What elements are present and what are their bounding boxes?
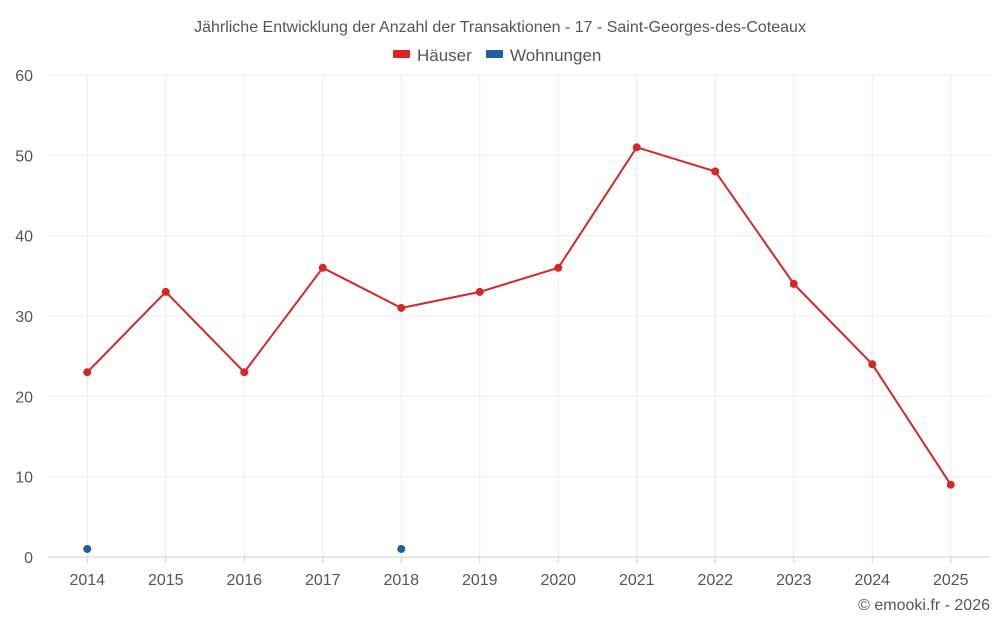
series [83,143,955,553]
y-tick-label: 10 [15,470,33,487]
series-line-haeuser [86,146,952,486]
data-point-haeuser-2021[interactable] [632,143,641,152]
data-point-haeuser-2018[interactable] [397,303,406,312]
data-point-haeuser-2015[interactable] [161,287,170,296]
x-tick-label: 2014 [69,572,105,589]
data-point-haeuser-2017[interactable] [318,263,327,272]
data-point-wohnungen-2018[interactable] [397,544,406,553]
x-tick-label: 2021 [619,572,655,589]
x-tick-label: 2020 [540,572,576,589]
data-point-haeuser-2019[interactable] [475,287,484,296]
grid [48,74,990,557]
y-tick-label: 0 [24,550,33,567]
legend-swatch-haeuser [393,50,410,58]
x-tick-label: 2019 [462,572,498,589]
legend: Häuser Wohnungen [393,46,601,65]
series-haeuser [83,143,955,489]
credit: © emooki.fr - 2026 [858,597,990,614]
x-tick-label: 2024 [854,572,890,589]
axes: 0 10 20 30 40 50 60 2014 2015 2016 2017 2018 2019 202… [15,68,990,589]
legend-label-haeuser: Häuser [417,46,472,65]
data-point-haeuser-2014[interactable] [83,368,92,377]
series-wohnungen [83,544,406,553]
x-tick-label: 2025 [933,572,969,589]
legend-label-wohnungen: Wohnungen [510,46,601,65]
x-tick-label: 2015 [148,572,184,589]
legend-swatch-wohnungen [486,50,503,58]
x-tick-label: 2018 [383,572,419,589]
legend-item-wohnungen[interactable]: Wohnungen [486,46,601,65]
y-tick-label: 60 [15,68,33,85]
x-tick-label: 2023 [776,572,812,589]
y-tick-label: 30 [15,309,33,326]
data-point-haeuser-2025[interactable] [946,480,955,489]
y-tick-label: 20 [15,389,33,406]
data-point-haeuser-2020[interactable] [554,263,563,272]
y-tick-label: 40 [15,229,33,246]
data-point-haeuser-2022[interactable] [711,167,720,176]
x-tick-label: 2022 [697,572,733,589]
x-tick-label: 2017 [305,572,341,589]
chart-title: Jährliche Entwicklung der Anzahl der Tra… [194,19,806,36]
x-tick-label: 2016 [226,572,262,589]
y-tick-label: 50 [15,148,33,165]
legend-item-haeuser[interactable]: Häuser [393,46,472,65]
data-point-haeuser-2024[interactable] [868,360,877,369]
data-point-wohnungen-2014[interactable] [83,544,92,553]
data-point-haeuser-2016[interactable] [240,368,249,377]
data-point-haeuser-2023[interactable] [789,279,798,288]
